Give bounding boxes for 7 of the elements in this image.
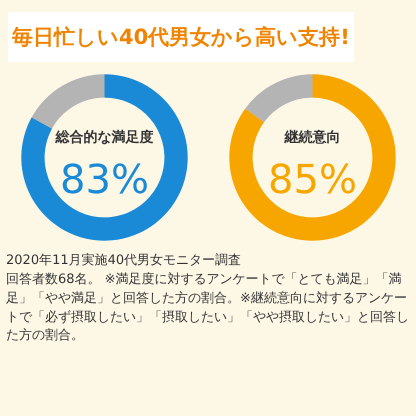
- text: 回答者数68名。 ※満足度に対するアンケートで「とても満足」「満足」「やや満足」と回答した方の割合。※継続意向に対するアンケートで「必ず摂取したい」「摂取したい」「やや摂取したい」と回答した方の割合。: [6, 270, 410, 346]
- text: 毎日忙しい40代男女から高い支持!: [8, 12, 354, 62]
- data-label: 83%: [60, 157, 149, 203]
- text: 2020年11月実施40代男女モニター調査: [6, 252, 242, 270]
- text: 総合的な満足度: [54, 128, 154, 146]
- text: 継続意向: [284, 128, 340, 146]
- data-label: 85%: [268, 157, 357, 203]
